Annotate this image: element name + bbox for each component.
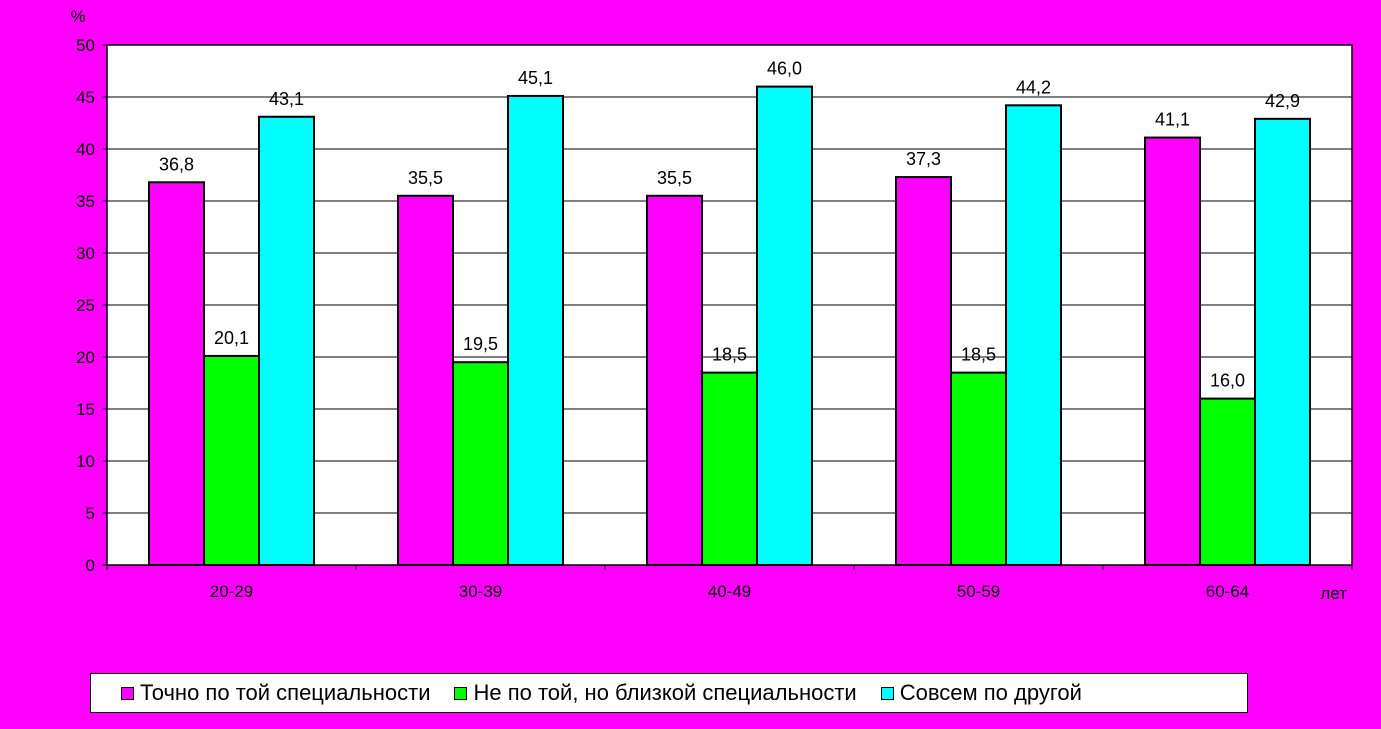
data-label: 20,1 xyxy=(214,328,249,348)
bar xyxy=(507,94,564,567)
data-label: 45,1 xyxy=(518,68,553,88)
data-label: 44,2 xyxy=(1016,77,1051,97)
data-label: 43,1 xyxy=(269,89,304,109)
data-label: 35,5 xyxy=(657,168,692,188)
y-tick-label: 35 xyxy=(76,192,95,211)
y-tick-label: 15 xyxy=(76,400,95,419)
x-tick-label: 30-39 xyxy=(459,582,502,601)
data-label: 19,5 xyxy=(463,334,498,354)
bar xyxy=(397,194,454,567)
x-axis-unit-label: лет xyxy=(1320,584,1347,603)
bar xyxy=(1005,104,1062,566)
x-tick-label: 20-29 xyxy=(210,582,253,601)
y-tick-label: 45 xyxy=(76,88,95,107)
legend-label: Совсем по другой xyxy=(899,680,1082,705)
bar xyxy=(895,176,952,567)
y-tick-label: 50 xyxy=(76,36,95,55)
legend-swatch xyxy=(880,686,894,700)
legend-label: Не по той, но близкой специальности xyxy=(473,680,857,705)
y-tick-label: 10 xyxy=(76,452,95,471)
y-axis-label: % xyxy=(70,7,85,26)
legend-item: Совсем по другой xyxy=(880,680,1082,706)
legend-swatch xyxy=(121,686,134,700)
bar xyxy=(452,361,509,567)
bar xyxy=(1199,397,1256,566)
data-label: 41,1 xyxy=(1155,110,1190,130)
bar xyxy=(1144,136,1201,566)
y-tick-label: 25 xyxy=(76,296,95,315)
bar xyxy=(203,354,260,566)
data-label: 16,0 xyxy=(1210,371,1245,391)
bar xyxy=(701,371,758,566)
legend: Точно по той специальности Не по той, но … xyxy=(90,673,1248,713)
x-tick-label: 60-64 xyxy=(1206,582,1249,601)
bar xyxy=(258,115,315,566)
data-label: 35,5 xyxy=(408,168,443,188)
data-label: 36,8 xyxy=(159,154,194,174)
y-tick-label: 30 xyxy=(76,244,95,263)
bar xyxy=(148,181,205,566)
bar xyxy=(1254,117,1311,566)
legend-label: Точно по той специальности xyxy=(140,680,431,705)
x-tick-label: 40-49 xyxy=(708,582,751,601)
bar xyxy=(646,194,703,567)
data-label: 18,5 xyxy=(712,345,747,365)
bar xyxy=(950,371,1007,566)
legend-swatch xyxy=(454,686,468,700)
data-label: 37,3 xyxy=(906,149,941,169)
data-label: 46,0 xyxy=(767,59,802,79)
y-tick-label: 5 xyxy=(86,504,95,523)
x-tick-label: 50-59 xyxy=(957,582,1000,601)
y-tick-label: 0 xyxy=(86,556,95,575)
y-tick-label: 40 xyxy=(76,140,95,159)
legend-item: Точно по той специальности xyxy=(121,680,430,706)
legend-item: Не по той, но близкой специальности xyxy=(454,680,857,706)
y-tick-label: 20 xyxy=(76,348,95,367)
data-label: 18,5 xyxy=(961,345,996,365)
data-label: 42,9 xyxy=(1265,91,1300,111)
bar xyxy=(756,85,813,566)
